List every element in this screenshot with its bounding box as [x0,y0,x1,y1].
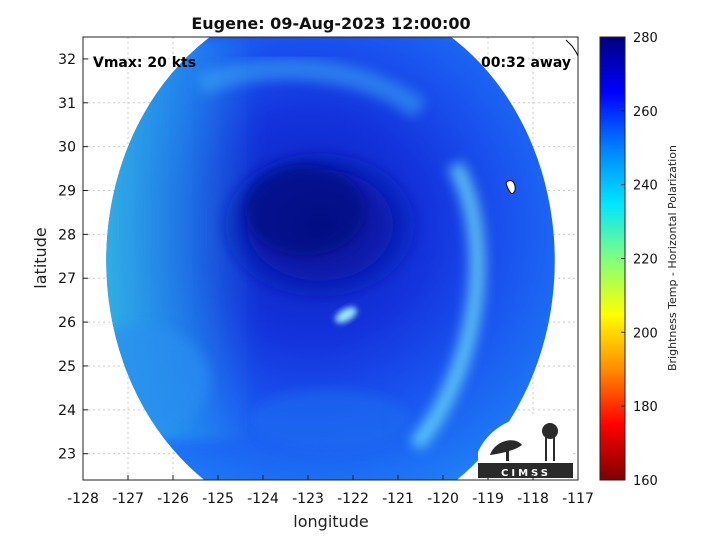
y-tick-label: 24 [58,403,76,419]
y-tick-label: 26 [58,315,76,331]
vmax-annotation: Vmax: 20 kts [93,55,196,71]
coastline-corner [565,39,578,57]
x-axis-ticks: -128 -127 -126 -125 -124 -123 -122 -121 -120 -119… [67,475,594,507]
colorbar-ticks: 160 180 200 220 240 260 280 [621,31,658,489]
brightness-temp-swath [106,37,578,480]
logo-tower-leg-right [553,437,555,461]
y-tick-label: 25 [58,359,76,375]
y-tick-label: 23 [58,447,76,463]
plot-area: Vmax: 20 kts 00:32 away CIMSS [82,36,579,481]
colorbar-label: Brightness Temp - Horizontal Polarizatio… [666,145,679,371]
swath-outer-band [195,58,427,119]
x-tick-label: -124 [247,491,279,507]
logo-text: CIMSS [501,468,551,479]
colorbar-tick-label: 240 [633,179,658,194]
colorbar-tick-label: 200 [633,326,658,341]
logo-water-tower-icon [542,423,558,439]
y-tick-label: 30 [58,140,76,156]
logo-dish-stand [506,449,509,461]
logo-building-icon [478,463,573,478]
x-tick-label: -118 [517,491,549,507]
x-tick-label: -119 [472,491,504,507]
logo-tower-leg-left [545,437,547,461]
x-axis-label: longitude [293,512,368,531]
chart-title: Eugene: 09-Aug-2023 12:00:00 [191,14,470,33]
plot-frame [82,36,579,481]
x-tick-label: -123 [292,491,324,507]
coastline-fragment [505,179,516,194]
y-tick-label: 28 [58,227,76,243]
y-tick-label: 27 [58,271,76,287]
x-tick-label: -128 [67,491,99,507]
colorbar-tick-label: 160 [633,474,658,489]
x-tick-label: -120 [427,491,459,507]
cimss-logo: CIMSS [478,415,573,479]
storm-core-inner [245,165,365,255]
y-axis-label: latitude [31,227,50,288]
x-tick-label: -126 [157,491,189,507]
logo-dish-icon [490,440,522,455]
x-tick-label: -121 [382,491,414,507]
colorbar-tick-label: 220 [633,253,658,268]
colorbar-tick-label: 260 [633,105,658,120]
x-tick-label: -127 [112,491,144,507]
x-tick-label: -122 [337,491,369,507]
time-away-annotation: 00:32 away [481,55,571,71]
colorbar: 160 180 200 220 240 260 280 Brightness Temp - … [599,31,679,489]
x-tick-label: -117 [562,491,594,507]
swath-south-bright [250,390,410,450]
swath-eastern-band [409,161,486,451]
y-tick-label: 31 [58,96,76,112]
x-tick-label: -125 [202,491,234,507]
colorbar-tick-label: 280 [633,31,658,46]
swath-southwest-band [106,325,210,435]
warm-spot [335,307,357,323]
y-axis-ticks: 23 24 25 26 27 28 29 30 31 32 [58,52,88,463]
y-tick-label: 32 [58,52,76,68]
colorbar-tick-label: 180 [633,400,658,415]
y-tick-label: 29 [58,184,76,200]
